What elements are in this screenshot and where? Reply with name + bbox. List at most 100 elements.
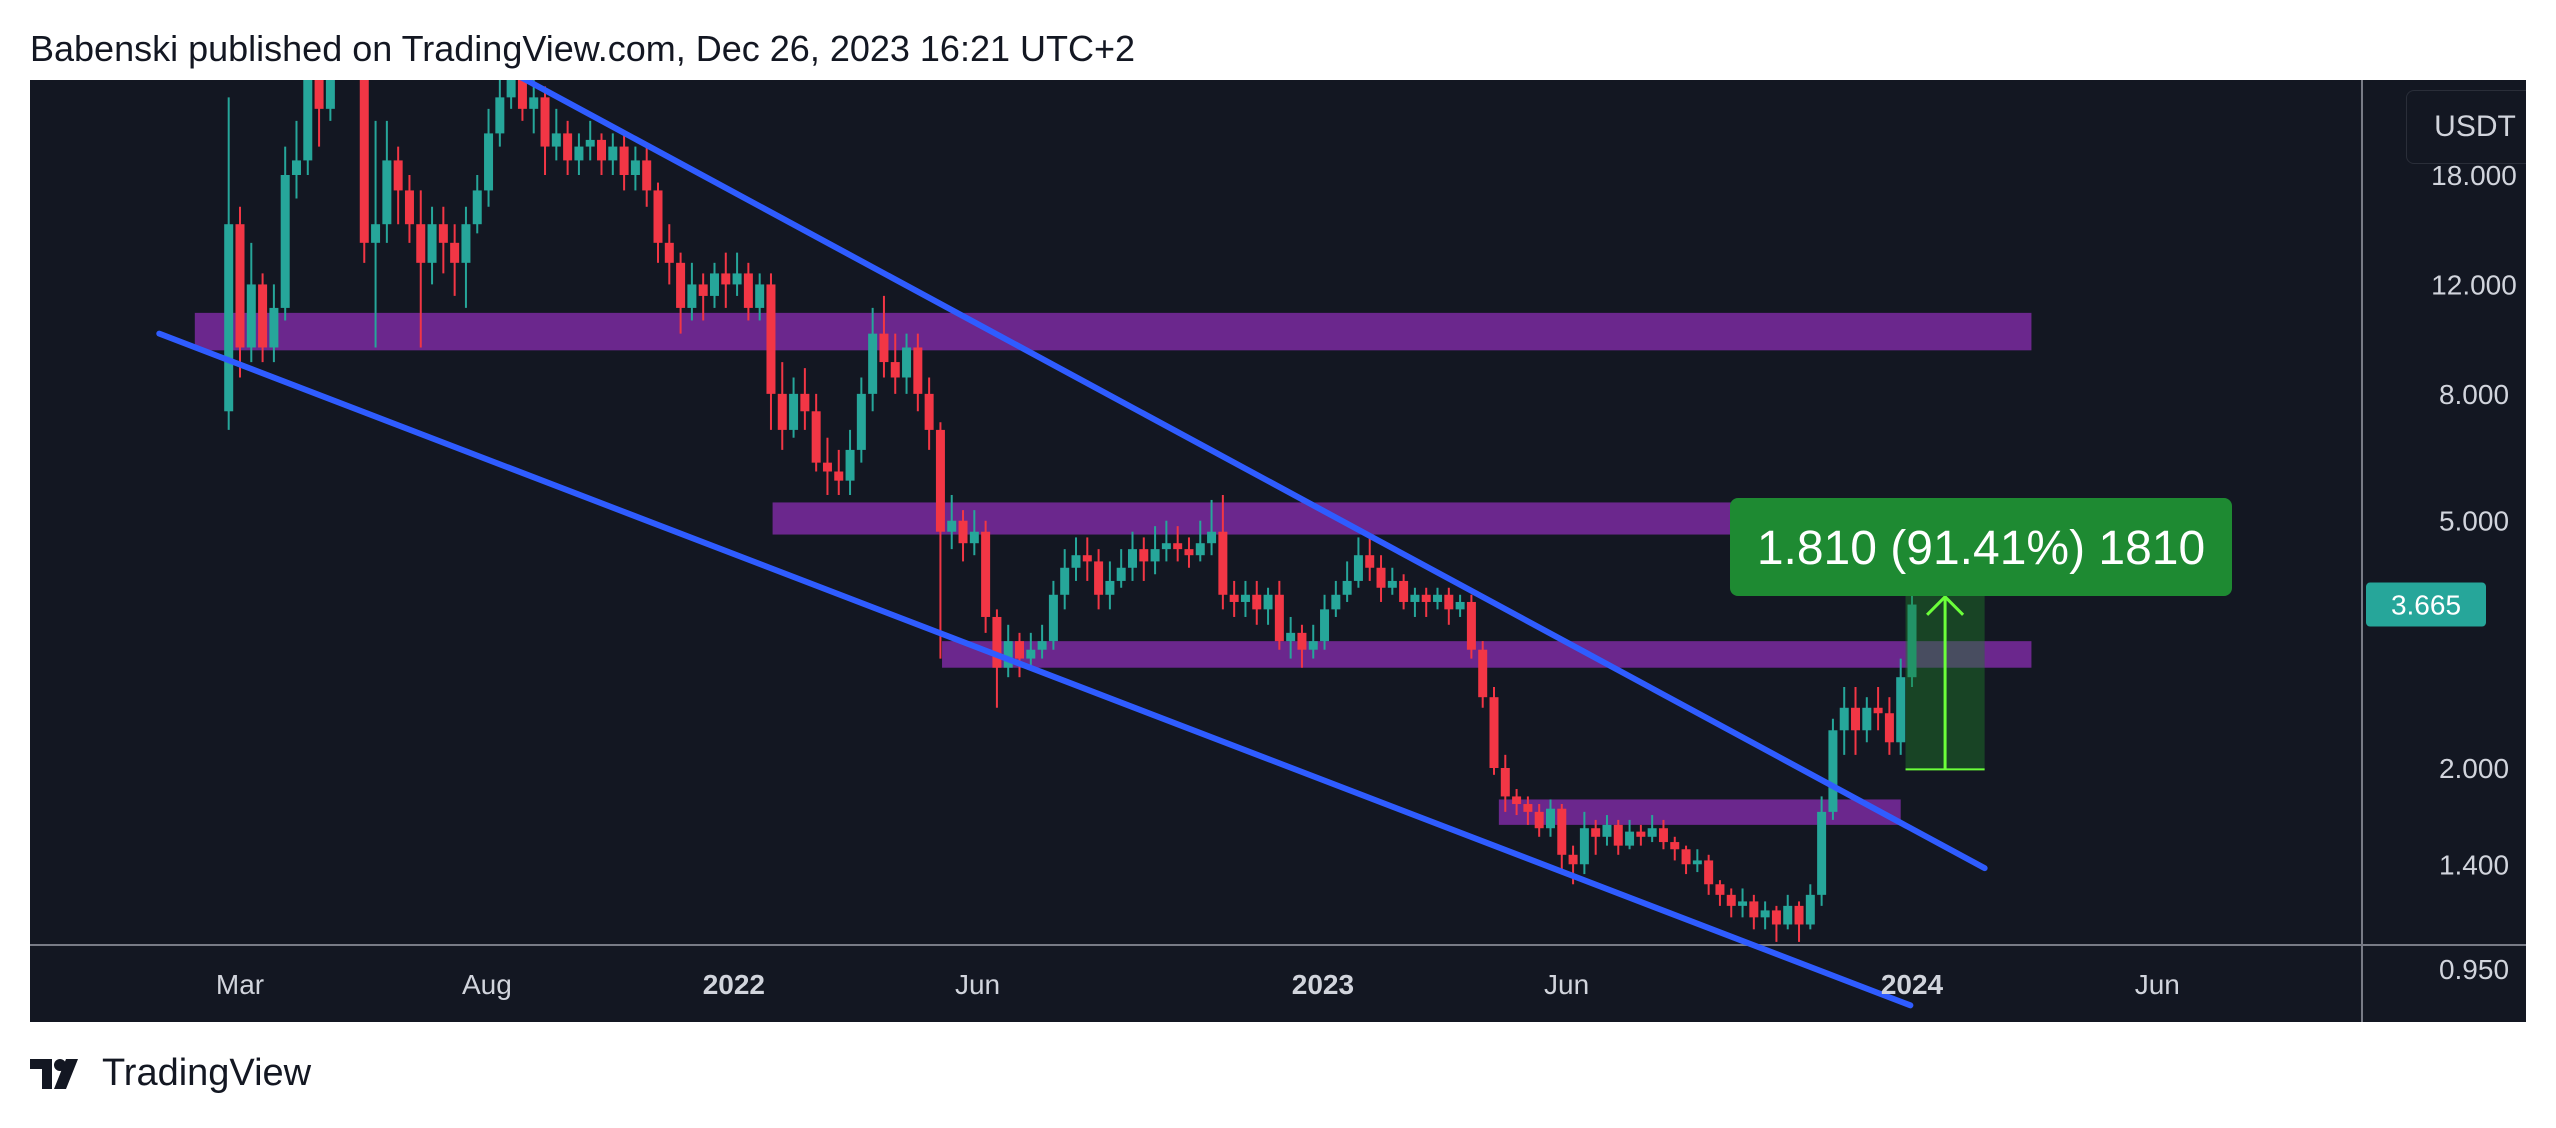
candle-body-141	[1817, 811, 1827, 895]
candle-body-115	[1523, 804, 1533, 812]
candle-body-82	[1150, 549, 1160, 562]
candle-body-144	[1851, 707, 1861, 731]
candle-body-18	[427, 224, 437, 263]
published-line: Babenski published on TradingView.com, D…	[30, 28, 1136, 69]
support-zone-0	[194, 312, 2032, 351]
candle-body-130	[1692, 860, 1702, 865]
candle-body-117	[1545, 808, 1555, 829]
candle-body-4	[269, 307, 279, 348]
candle-body-46	[743, 273, 753, 308]
candle-body-34	[608, 146, 618, 161]
trendline-0	[519, 80, 1988, 872]
candle-body-43	[709, 273, 719, 296]
candle-body-113	[1500, 768, 1510, 797]
candle-body-2	[246, 284, 256, 348]
candle-body-33	[597, 139, 607, 161]
time-tick-2: 2022	[703, 969, 765, 1000]
candle-body-131	[1704, 860, 1714, 885]
candle-body-66	[969, 531, 979, 544]
candle-body-89	[1229, 594, 1239, 602]
candle-body-92	[1263, 594, 1273, 610]
candle-body-107	[1433, 594, 1443, 602]
candle-body-120	[1579, 828, 1589, 865]
price-chart[interactable]: 1.810 (91.41%) 1810 28.00018.00012.0008.…	[30, 80, 2526, 1022]
candle-body-106	[1421, 594, 1431, 602]
candle-body-105	[1410, 594, 1420, 602]
candle-body-95	[1297, 632, 1307, 650]
currency-button[interactable]: USDT	[2406, 90, 2526, 164]
candle-body-29	[551, 133, 561, 147]
candle-body-70	[1015, 641, 1025, 659]
candle-body-57	[868, 333, 878, 394]
candle-body-79	[1116, 567, 1126, 581]
candle-body-7	[303, 80, 313, 161]
candle-body-118	[1557, 808, 1567, 855]
price-tick-6: 1.400	[2439, 849, 2509, 880]
time-tick-5: Jun	[1544, 969, 1589, 1000]
time-tick-1: Aug	[462, 969, 512, 1000]
candle-body-99	[1342, 580, 1352, 595]
candle-body-132	[1715, 884, 1725, 895]
price-axis[interactable]: 28.00018.00012.0008.0005.0002.0001.4000.…	[2366, 80, 2517, 985]
candle-body-147	[1884, 713, 1894, 743]
candle-body-146	[1873, 707, 1883, 714]
candle-body-110	[1466, 601, 1476, 650]
candle-body-98	[1331, 594, 1341, 610]
candle-body-42	[698, 284, 708, 296]
candle-body-1	[235, 224, 245, 348]
candle-body-109	[1455, 601, 1465, 610]
candle-body-100	[1353, 555, 1363, 581]
candle-body-83	[1161, 543, 1171, 550]
candle-body-128	[1670, 842, 1680, 850]
chart-area[interactable]: 1.810 (91.41%) 1810 28.00018.00012.0008.…	[30, 80, 2526, 1022]
candle-body-25	[506, 80, 516, 98]
time-tick-7: Jun	[2135, 969, 2180, 1000]
candle-body-5	[280, 175, 290, 308]
candle-body-133	[1726, 894, 1736, 906]
candles-layer	[224, 80, 1917, 942]
candle-body-136	[1760, 910, 1770, 918]
candle-body-54	[834, 471, 844, 481]
candle-body-97	[1320, 609, 1330, 642]
candle-body-72	[1037, 641, 1047, 650]
candle-body-31	[574, 146, 584, 161]
candle-body-126	[1647, 828, 1657, 837]
candle-body-145	[1862, 707, 1872, 731]
candle-body-90	[1240, 594, 1250, 602]
candle-body-101	[1365, 555, 1375, 568]
candle-body-93	[1274, 594, 1284, 642]
candle-body-81	[1139, 549, 1149, 562]
candle-body-119	[1568, 854, 1578, 865]
candle-body-6	[291, 160, 301, 175]
candle-body-12	[359, 80, 369, 243]
candle-body-96	[1308, 641, 1318, 650]
candle-body-108	[1444, 594, 1454, 610]
tv-logo-icon	[30, 1058, 78, 1089]
candle-body-125	[1636, 831, 1646, 837]
tradingview-logo[interactable]: TradingView	[30, 1052, 311, 1095]
candle-body-50	[789, 393, 799, 430]
candle-body-41	[687, 284, 697, 308]
candle-body-32	[585, 139, 595, 147]
candle-body-9	[325, 80, 335, 109]
candle-body-129	[1681, 849, 1691, 865]
candle-body-123	[1613, 824, 1623, 846]
candle-body-67	[981, 531, 991, 617]
candle-body-122	[1602, 824, 1612, 837]
candle-body-124	[1625, 831, 1635, 846]
candle-body-127	[1658, 828, 1668, 843]
candle-body-65	[958, 520, 968, 544]
candle-body-36	[630, 160, 640, 175]
time-axis[interactable]: Mar Aug 2022 Jun 2023 Jun 2024 Jun	[216, 969, 2180, 1000]
candle-body-78	[1105, 580, 1115, 595]
candle-body-104	[1399, 580, 1409, 602]
candle-body-134	[1738, 901, 1748, 906]
candle-body-30	[563, 133, 573, 161]
time-tick-4: 2023	[1292, 969, 1354, 1000]
candle-body-8	[314, 80, 324, 109]
candle-body-0	[224, 224, 234, 412]
candle-body-137	[1771, 910, 1781, 925]
candle-body-102	[1376, 567, 1386, 588]
candle-body-76	[1082, 555, 1092, 562]
candle-body-114	[1512, 796, 1522, 805]
